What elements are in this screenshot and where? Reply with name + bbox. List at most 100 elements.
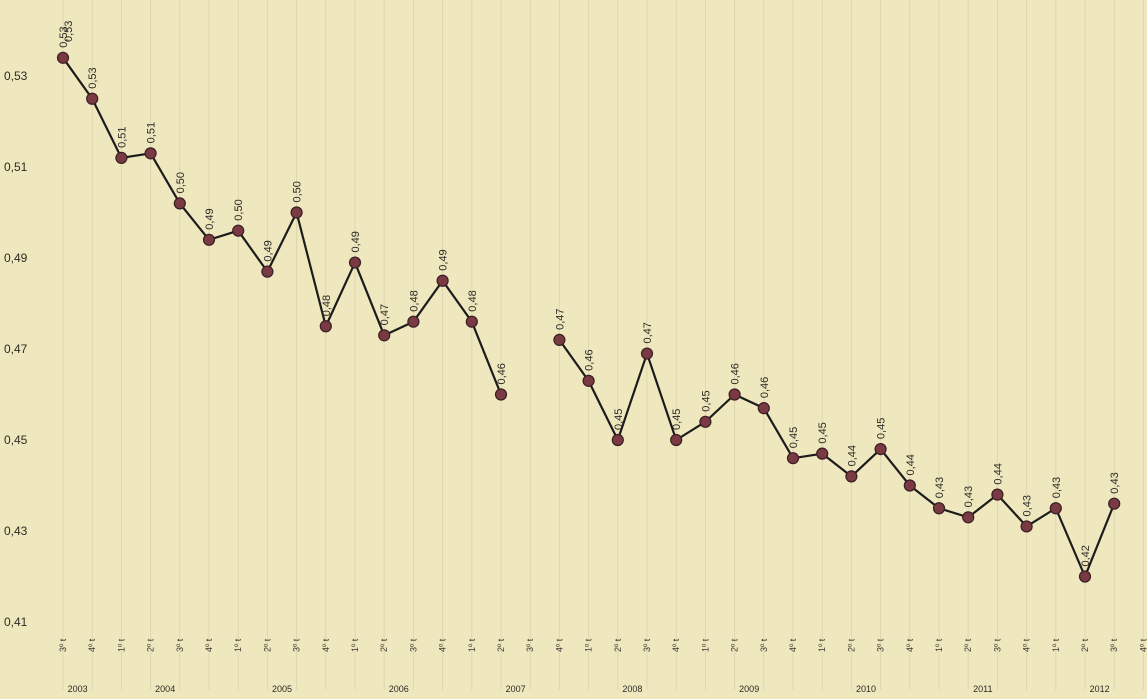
data-label: 0,43 xyxy=(1109,472,1121,493)
y-axis: 0,41 0,43 0,45 0,47 0,49 0,51 0,53 xyxy=(4,69,28,629)
x-tick-label: 1º t xyxy=(584,638,594,652)
grid xyxy=(62,0,1144,690)
year-label: 2012 xyxy=(1090,684,1110,694)
x-tick-label: 4º t xyxy=(671,638,681,652)
data-label: 0,45 xyxy=(876,418,888,439)
data-label: 0,48 xyxy=(467,290,479,311)
x-tick-label: 3º t xyxy=(58,638,68,652)
x-tick-label: 3º t xyxy=(642,638,652,652)
series-segment xyxy=(1083,503,1116,577)
x-tick-label: 4º t xyxy=(204,638,214,652)
x-tick-label: 3º t xyxy=(1109,638,1119,652)
data-point xyxy=(553,333,566,346)
x-tick-label: 2º t xyxy=(379,638,389,652)
x-tick-label: 1º t xyxy=(1051,638,1061,652)
series-segment xyxy=(616,353,649,441)
series-segment xyxy=(645,353,678,441)
x-tick-label: 2º t xyxy=(730,638,740,652)
series-segment xyxy=(558,339,590,382)
data-labels: 0,53 0,53 0,51 0,51 0,50 0,49 0,50 0,49 0,50 0,48… xyxy=(58,26,1121,566)
x-tick-label: 3º t xyxy=(292,638,302,652)
data-label: 0,49 xyxy=(438,249,450,270)
y-tick-label: 0,43 xyxy=(4,524,28,538)
data-point xyxy=(1020,520,1033,533)
y-tick-label: 0,53 xyxy=(4,69,28,83)
x-tick-label: 2º t xyxy=(496,638,506,652)
data-label: 0,45 xyxy=(700,390,712,411)
y-tick-label: 0,41 xyxy=(4,615,28,629)
year-label: 2006 xyxy=(389,684,409,694)
series-segment xyxy=(353,262,386,336)
data-label: 0,44 xyxy=(992,463,1004,484)
x-tick-label: 1º t xyxy=(817,638,827,652)
data-point xyxy=(757,402,770,415)
data-point xyxy=(932,502,946,515)
series-segment xyxy=(850,448,882,478)
y-tick-label: 0,45 xyxy=(4,433,28,447)
x-tick-label: 1º t xyxy=(350,638,360,652)
x-tick-label: 4º t xyxy=(321,638,331,652)
data-label: 0,49 xyxy=(262,240,274,261)
series-segment xyxy=(762,407,794,459)
data-point xyxy=(874,443,887,456)
x-tick-label: 2º t xyxy=(613,638,623,652)
data-point xyxy=(115,151,128,164)
data-point xyxy=(786,452,800,465)
data-point xyxy=(494,388,508,401)
data-label: 0,42 xyxy=(1080,545,1092,566)
data-point xyxy=(202,233,216,246)
data-point xyxy=(903,479,916,492)
series-segment xyxy=(149,152,181,204)
x-tick-label: 4º t xyxy=(788,638,798,652)
series-segment xyxy=(470,321,503,395)
data-point xyxy=(173,197,186,210)
year-label: 2003 xyxy=(68,684,88,694)
data-point xyxy=(56,51,70,64)
x-tick-label: 2º t xyxy=(846,638,856,652)
y-tick-label: 0,49 xyxy=(4,251,28,265)
data-label: 0,45 xyxy=(671,409,683,430)
data-point xyxy=(1108,497,1121,510)
series-segment xyxy=(879,448,911,487)
series-segment xyxy=(909,484,940,510)
series-segment xyxy=(178,202,210,241)
data-point xyxy=(962,511,975,524)
data-label: 0,46 xyxy=(730,363,742,384)
x-tick-label: 3º t xyxy=(992,638,1002,652)
data-label: 0,46 xyxy=(759,377,771,398)
data-point xyxy=(436,274,449,287)
x-tick-label: 4º t xyxy=(438,638,448,652)
data-point xyxy=(699,415,712,428)
year-label: 2008 xyxy=(622,684,642,694)
series-segment xyxy=(237,230,269,273)
data-label: 0,48 xyxy=(408,290,420,311)
x-tick-label: 1º t xyxy=(934,638,944,652)
data-point xyxy=(290,206,303,219)
top-value-label: 0,53 xyxy=(63,21,75,42)
data-point xyxy=(144,147,157,160)
x-tick-label: 3º t xyxy=(759,638,769,652)
data-point xyxy=(232,224,245,237)
data-point xyxy=(319,320,332,333)
year-label: 2009 xyxy=(739,684,759,694)
data-label: 0,51 xyxy=(146,122,158,143)
year-label: 2007 xyxy=(506,684,526,694)
x-tick-label: 3º t xyxy=(408,638,418,652)
data-label: 0,45 xyxy=(788,427,800,448)
series-segment xyxy=(266,212,298,273)
series-segment xyxy=(821,452,853,478)
data-label: 0,46 xyxy=(496,363,508,384)
x-tick-label: 2º t xyxy=(1080,638,1090,652)
year-label: 2010 xyxy=(856,684,876,694)
data-label: 0,49 xyxy=(350,231,362,252)
series-segment xyxy=(967,493,999,519)
x-tick-label: 1º t xyxy=(700,638,710,652)
x-tick-label: 4º t xyxy=(554,638,564,652)
series-markers xyxy=(56,51,1121,583)
x-tick-label: 4º t xyxy=(1138,638,1147,652)
series-segment xyxy=(91,98,123,159)
series-segment xyxy=(704,393,736,423)
x-tick-label: 4º t xyxy=(905,638,915,652)
data-point xyxy=(465,315,478,328)
